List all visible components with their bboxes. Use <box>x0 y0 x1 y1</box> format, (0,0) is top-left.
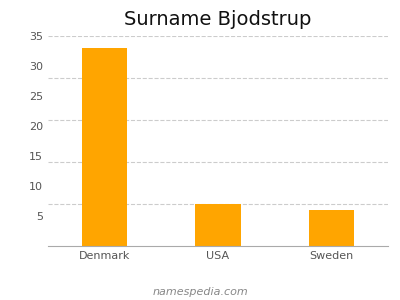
Bar <box>82 48 127 246</box>
Title: Surname Bjodstrup: Surname Bjodstrup <box>124 10 312 29</box>
Bar <box>309 210 354 246</box>
Text: namespedia.com: namespedia.com <box>152 287 248 297</box>
Bar <box>195 204 241 246</box>
